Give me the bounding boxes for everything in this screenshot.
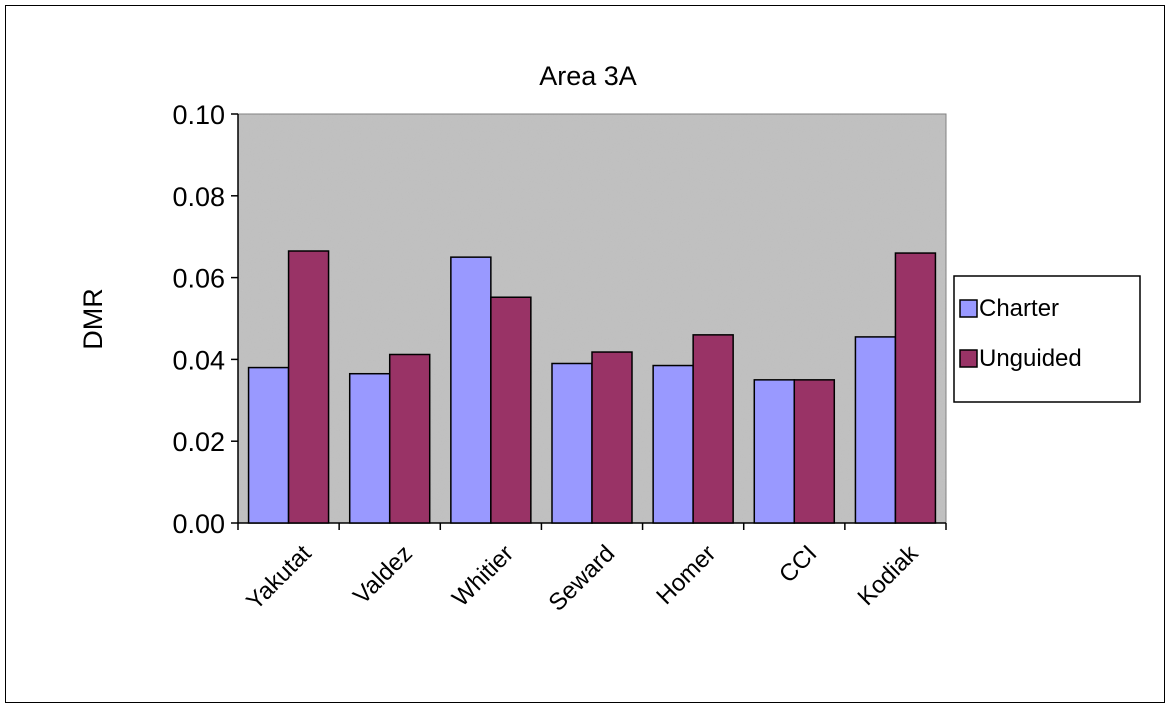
- x-tick-label: Homer: [651, 540, 721, 610]
- chart-title: Area 3A: [539, 61, 637, 91]
- bar-charter-valdez: [348, 372, 391, 524]
- bar-unguided-cci: [793, 379, 836, 524]
- y-tick-label: 0.08: [172, 182, 225, 212]
- bar-unguided-whitier: [490, 296, 532, 524]
- x-tick-label: CCI: [774, 540, 822, 588]
- x-tick-label: Kodiak: [853, 539, 925, 611]
- bar-unguided-yakutat: [287, 250, 330, 524]
- bar-charter-kodiak: [854, 336, 897, 524]
- legend: Charter Unguided: [953, 275, 1141, 403]
- y-tick-label: 0.02: [172, 427, 225, 457]
- legend-label-unguided: Unguided: [979, 345, 1082, 372]
- legend-box: [953, 275, 1141, 403]
- y-axis-label: DMR: [78, 288, 108, 350]
- y-tick-label: 0.00: [172, 509, 225, 539]
- x-tick-label: Valdez: [348, 540, 418, 610]
- x-tick-label: Seward: [543, 540, 620, 617]
- y-tick-label: 0.10: [172, 100, 225, 130]
- legend-label-charter: Charter: [979, 295, 1059, 322]
- bar-charter-seward: [551, 362, 593, 524]
- bar-charter-homer: [652, 364, 694, 524]
- chart-frame: Area 3A DMR 0.00 0.02 0.04 0.06 0.08 0.10 Yaku…: [5, 5, 1165, 703]
- bar-unguided-valdez: [388, 353, 431, 524]
- y-tick-label: 0.06: [172, 264, 225, 294]
- y-tick-label: 0.04: [172, 345, 225, 375]
- bar-unguided-homer: [692, 334, 734, 524]
- bar-unguided-seward: [591, 351, 633, 524]
- plot-area: 0.00 0.02 0.04 0.06 0.08 0.10 Yakutat Valdez Whi…: [172, 100, 947, 617]
- x-tick-label: Whitier: [447, 540, 519, 612]
- bar-charter-cci: [753, 379, 796, 524]
- x-tick-label: Yakutat: [241, 540, 317, 616]
- legend-swatch-unguided: [959, 349, 978, 368]
- bar-chart: Area 3A DMR 0.00 0.02 0.04 0.06 0.08 0.10 Yaku…: [78, 61, 1141, 617]
- bar-unguided-kodiak: [894, 252, 937, 524]
- legend-swatch-charter: [959, 299, 978, 318]
- bar-charter-whitier: [450, 256, 492, 524]
- bar-charter-yakutat: [247, 366, 290, 524]
